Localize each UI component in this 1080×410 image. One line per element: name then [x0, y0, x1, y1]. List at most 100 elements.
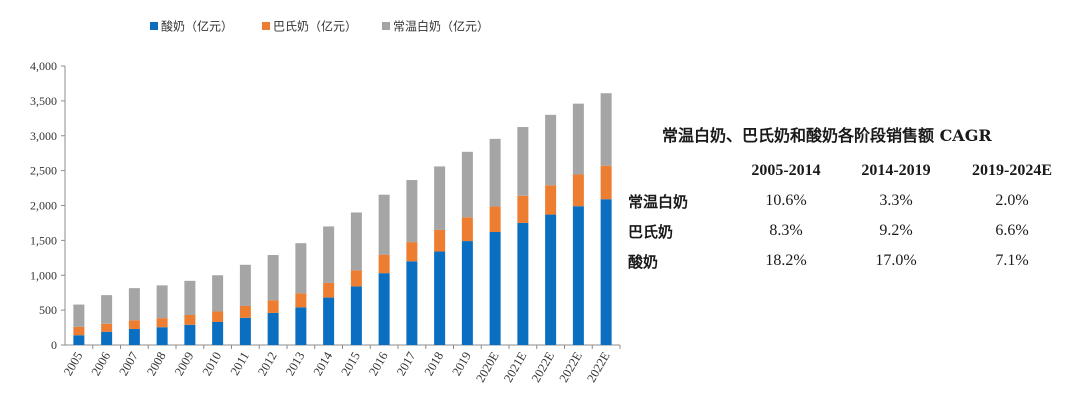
cagr-cell: 7.1% — [995, 252, 1029, 269]
bar-segment — [184, 315, 196, 325]
bar-segment — [461, 151, 473, 218]
y-tick-label: 0 — [51, 338, 57, 352]
bar-segment — [350, 286, 362, 345]
bar-segment — [156, 285, 168, 319]
bar-segment — [156, 327, 168, 345]
bar-segment — [489, 138, 501, 207]
bar-segment — [212, 275, 224, 312]
x-tick-label: 2016 — [366, 350, 391, 379]
cagr-row-uht-milk: 常温白奶 10.6% 3.3% 2.0% — [628, 186, 1078, 216]
bar-segment — [489, 206, 501, 233]
bar-segment — [73, 335, 85, 345]
cagr-row-label: 常温白奶 — [628, 192, 689, 211]
cagr-header-row: 2005-2014 2014-2019 2019-2024E — [628, 156, 1078, 186]
bar-segment — [545, 185, 557, 215]
x-tick-label: 2022E — [529, 349, 558, 385]
bar-segment — [545, 114, 557, 186]
bar-segment — [267, 300, 279, 313]
bar-segment — [378, 273, 390, 345]
x-tick-label: 2014 — [311, 349, 336, 378]
cagr-cell: 3.3% — [879, 192, 913, 209]
x-tick-label: 2015 — [338, 350, 363, 379]
bar-segment — [461, 217, 473, 242]
bar-segment — [517, 195, 529, 223]
bar-segment — [489, 232, 501, 345]
bar-segment — [600, 199, 612, 345]
y-tick-label: 1,500 — [30, 233, 57, 247]
cagr-cell: 9.2% — [879, 222, 913, 239]
legend-swatch — [262, 22, 270, 30]
bar-segment — [572, 206, 584, 345]
bar-segment — [406, 261, 418, 345]
y-tick-label: 4,000 — [30, 59, 57, 73]
chart-axes: 0 500 1,000 1,500 2,000 2,500 3,000 3,500 4,000 — [30, 59, 621, 352]
x-tick-label: 2020E — [473, 349, 502, 385]
legend-swatch — [382, 22, 390, 30]
cagr-header-blank — [628, 156, 726, 186]
bar-segment — [212, 311, 224, 322]
cagr-col-header: 2019-2024E — [972, 162, 1052, 179]
cagr-cell: 18.2% — [765, 252, 807, 269]
cagr-table: 2005-2014 2014-2019 2019-2024E 常温白奶 10.6… — [628, 156, 1078, 276]
bar-segment — [461, 241, 473, 345]
y-tick-label: 1,000 — [30, 268, 57, 282]
bar-segment — [434, 251, 446, 345]
cagr-cell: 2.0% — [995, 192, 1029, 209]
cagr-col-header: 2005-2014 — [751, 162, 821, 179]
bar-segment — [295, 293, 307, 308]
cagr-cell: 8.3% — [769, 222, 803, 239]
bar-segment — [73, 304, 85, 327]
cagr-row-label: 巴氏奶 — [628, 222, 674, 241]
bar-segment — [184, 280, 196, 316]
bar-segment — [406, 180, 418, 243]
x-tick-label: 2011 — [228, 350, 252, 378]
chart-legend: 酸奶（亿元） 巴氏奶（亿元） 常温白奶（亿元） — [150, 19, 489, 34]
bar-segment — [184, 324, 196, 345]
bar-segment — [350, 270, 362, 287]
bar-segment — [600, 93, 612, 166]
y-tick-label: 500 — [39, 303, 57, 317]
legend-label: 酸奶（亿元） — [161, 19, 233, 34]
y-tick-label: 2,000 — [30, 199, 57, 213]
bar-segment — [406, 242, 418, 262]
x-axis-labels: 2005 2006 2007 2008 2009 2010 2011 2012 2013 2014… — [61, 349, 613, 385]
cagr-cell: 17.0% — [875, 252, 917, 269]
bar-segment — [239, 264, 251, 306]
x-tick-label: 2022E — [584, 349, 613, 385]
bar-segment — [128, 320, 140, 329]
cagr-cell: 10.6% — [765, 192, 807, 209]
bar-segment — [101, 331, 113, 345]
cagr-row-label: 酸奶 — [628, 252, 659, 271]
y-tick-label: 3,000 — [30, 129, 57, 143]
bar-segment — [128, 288, 140, 321]
bar-segment — [572, 103, 584, 175]
bar-segment — [323, 297, 335, 345]
bar-segment — [128, 328, 140, 345]
bar-segment — [323, 226, 335, 283]
bar-segment — [239, 305, 251, 318]
legend-label: 常温白奶（亿元） — [393, 19, 489, 34]
bar-segment — [101, 323, 113, 332]
bar-segment — [600, 165, 612, 200]
bar-segment — [517, 222, 529, 345]
x-tick-label: 2006 — [89, 350, 114, 379]
bar-segment — [378, 254, 390, 274]
x-tick-label: 2012 — [255, 350, 280, 379]
chart-bars — [73, 93, 612, 345]
x-tick-label: 2021E — [501, 349, 530, 385]
bar-segment — [101, 295, 113, 324]
bar-segment — [378, 194, 390, 255]
cagr-row-yogurt: 酸奶 18.2% 17.0% 7.1% — [628, 246, 1078, 276]
x-tick-label: 2009 — [172, 350, 197, 379]
bar-segment — [212, 321, 224, 345]
bar-segment — [350, 212, 362, 271]
x-tick-label: 2022E — [557, 349, 586, 385]
bar-segment — [156, 318, 168, 328]
bar-segment — [323, 282, 335, 298]
bar-segment — [73, 326, 85, 336]
bar-segment — [434, 229, 446, 252]
bar-segment — [434, 166, 446, 230]
bar-segment — [295, 307, 307, 345]
y-tick-label: 2,500 — [30, 164, 57, 178]
x-tick-label: 2013 — [283, 350, 308, 379]
